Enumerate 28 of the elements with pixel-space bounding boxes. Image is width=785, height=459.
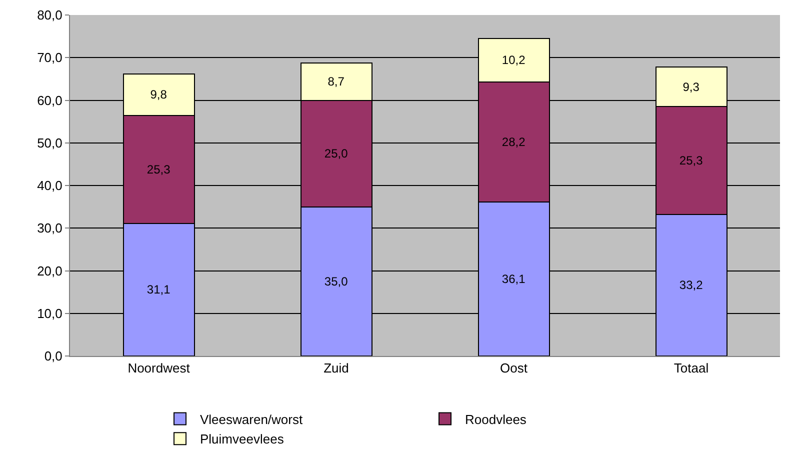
y-tick-label: 60,0	[37, 92, 62, 108]
y-tick-label: 70,0	[37, 50, 62, 66]
x-tick-label: Zuid	[324, 360, 349, 376]
x-tick-label: Oost	[500, 360, 528, 376]
data-label: 36,1	[502, 272, 526, 286]
legend-label: Vleeswaren/worst	[200, 412, 303, 427]
y-tick-label: 0,0	[44, 348, 62, 364]
legend-label: Roodvlees	[465, 412, 527, 427]
x-tick-label: Noordwest	[128, 360, 190, 376]
data-label: 10,2	[502, 53, 526, 68]
data-label: 35,0	[324, 274, 348, 288]
y-tick-label: 20,0	[37, 263, 62, 278]
y-tick-label: 50,0	[37, 135, 62, 150]
data-label: 25,3	[679, 154, 704, 168]
y-tick-label: 80,0	[37, 8, 62, 23]
data-label: 25,3	[146, 162, 171, 177]
data-label: 33,2	[679, 278, 704, 292]
data-label: 9,8	[150, 88, 168, 102]
data-label: 25,0	[324, 146, 348, 161]
y-tick-label: 10,0	[37, 306, 62, 321]
y-tick-label: 40,0	[37, 178, 62, 194]
data-label: 9,3	[682, 80, 700, 94]
data-label: 28,2	[502, 135, 526, 150]
x-tick-label: Totaal	[674, 360, 709, 376]
data-label: 8,7	[328, 74, 345, 89]
legend-label: Pluimveevlees	[200, 432, 284, 447]
y-tick-label: 30,0	[37, 220, 62, 236]
data-label: 31,1	[146, 282, 171, 297]
